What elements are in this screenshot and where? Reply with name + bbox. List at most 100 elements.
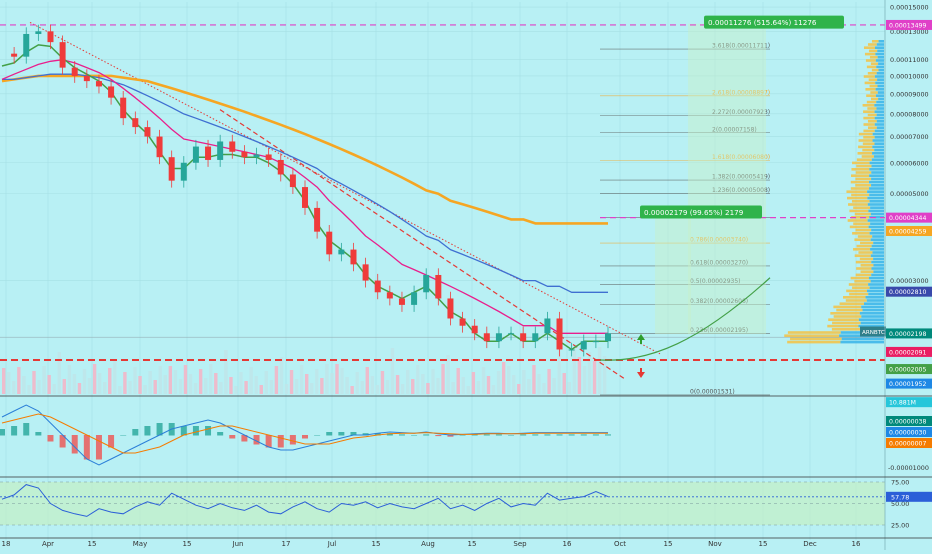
volume-bar: [12, 381, 16, 394]
volume-profile-bar: [874, 104, 884, 107]
macd-histogram-bar: [544, 434, 551, 436]
volume-profile-bar: [867, 203, 884, 206]
volume-bar: [471, 372, 476, 394]
macd-histogram-bar: [83, 435, 90, 460]
volume-profile-bar: [836, 308, 863, 312]
volume-bar: [214, 373, 218, 394]
macd-histogram-bar: [326, 432, 333, 436]
target-zone: [688, 23, 766, 335]
rsi-badge-bg: [886, 491, 932, 502]
volume-profile-bar: [854, 280, 871, 283]
volume-bar: [2, 368, 6, 394]
volume-profile-bar: [846, 190, 868, 193]
volume-profile-bar: [847, 196, 868, 200]
candle-body: [192, 146, 199, 163]
volume-bar: [557, 346, 561, 394]
volume-profile-bar: [870, 254, 884, 257]
volume-bar: [446, 355, 450, 394]
candle-body: [580, 341, 587, 350]
candle-body: [59, 42, 66, 68]
volume-bar: [426, 383, 430, 394]
candle-body: [83, 75, 90, 82]
volume-bar: [249, 367, 253, 394]
volume-profile-bar: [871, 177, 884, 181]
chart-annotations: 0.00011276 (515.64%) 11276 0.00002179 (99…: [599, 15, 886, 378]
volume-bar: [552, 378, 556, 394]
macd-histogram-bar: [508, 435, 515, 436]
x-tick-label: 15: [759, 540, 768, 548]
volume-bar: [188, 374, 193, 394]
volume-profile-bar: [856, 164, 872, 168]
volume-bar: [92, 364, 97, 394]
volume-profile-bar: [872, 145, 884, 149]
macd-histogram-bar: [47, 435, 54, 442]
volume-bar: [577, 357, 582, 394]
volume-profile-bar: [858, 251, 873, 254]
volume-profile-bar: [865, 59, 876, 62]
x-tick-label: 15: [664, 540, 673, 548]
macd-histogram-bar: [192, 426, 199, 436]
candle-body: [471, 325, 478, 334]
price-badge-text: 0.00002005: [889, 367, 926, 374]
volume-profile-bar: [871, 171, 884, 174]
volume-profile-bar: [872, 251, 884, 254]
volume-profile-bar: [850, 174, 870, 177]
volume-bar: [269, 380, 274, 394]
volume-profile-bar: [828, 318, 859, 321]
candle-body: [132, 118, 139, 128]
price-badge-bg: [886, 364, 932, 375]
x-tick-label: Jul: [327, 540, 337, 548]
candle-body: [532, 333, 539, 342]
price-tick-label: 0.00015000: [890, 4, 929, 12]
volume-bar: [476, 381, 481, 394]
x-tick-label: 15: [183, 540, 192, 548]
volume-profile-bar: [873, 257, 884, 261]
volume-bar: [57, 352, 61, 394]
volume-profile-bar: [874, 129, 884, 133]
macd-histogram-bar: [568, 434, 575, 436]
x-tick-label: Dec: [803, 540, 817, 548]
candle-body: [520, 333, 527, 342]
volume-bar: [567, 382, 571, 394]
volume-profile-bar: [865, 296, 884, 299]
volume-profile-bar: [869, 161, 884, 165]
up-arrow-icon: [637, 334, 645, 344]
volume-profile-bar: [859, 257, 874, 261]
volume-bar: [153, 380, 157, 394]
volume-profile-bar: [870, 222, 884, 225]
rsi-pane: 75.00 50.00 25.00 57.78: [0, 479, 932, 530]
x-tick-label: 15: [88, 540, 97, 548]
x-tick-label: 15: [468, 540, 477, 548]
price-badge-bg: [886, 346, 932, 357]
candle-body: [47, 31, 54, 43]
macd-histogram-bar: [435, 435, 442, 437]
rsi-axis-label: 25.00: [891, 522, 909, 530]
volume-bar: [113, 359, 117, 394]
ma-orange-line: [1, 74, 608, 225]
macd-histogram-bar: [241, 435, 248, 442]
volume-profile-bar: [845, 299, 867, 302]
volume-profile-bar: [872, 132, 884, 136]
volume-bar: [411, 379, 415, 394]
candle-body: [108, 86, 115, 98]
macd-histogram-bar: [495, 434, 502, 436]
x-tick-label: 16: [563, 540, 572, 548]
macd-histogram-bar: [265, 435, 272, 448]
price-badge-text: 0.00002198: [889, 331, 926, 338]
volume-bar: [496, 371, 501, 394]
volume-profile-bar: [860, 270, 874, 273]
macd-histogram-bar: [277, 435, 284, 448]
macd-histogram-bar: [592, 434, 599, 436]
volume-bar: [542, 383, 546, 394]
volume-bar: [234, 386, 238, 394]
volume-profile-bar: [869, 216, 884, 219]
volume-bar: [330, 373, 334, 394]
volume-profile-bar: [871, 244, 884, 248]
volume-profile-bar: [867, 120, 877, 123]
volume-bar: [406, 370, 410, 394]
rsi-badge-text: 57.78: [891, 493, 909, 501]
volume-profile-bar: [878, 68, 884, 72]
macd-histogram-bar: [95, 435, 102, 460]
volume-profile-bar: [856, 244, 872, 248]
fib-label: 0.786(0.00003740): [690, 237, 748, 244]
